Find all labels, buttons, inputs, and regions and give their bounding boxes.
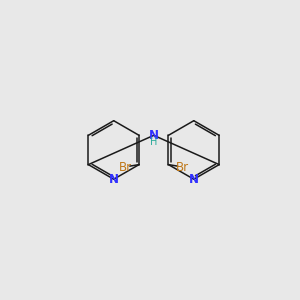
Text: N: N: [149, 129, 159, 142]
Text: N: N: [189, 173, 199, 186]
Text: N: N: [109, 173, 119, 186]
Text: H: H: [150, 137, 158, 147]
Text: Br: Br: [118, 161, 132, 174]
Text: Br: Br: [176, 161, 189, 174]
